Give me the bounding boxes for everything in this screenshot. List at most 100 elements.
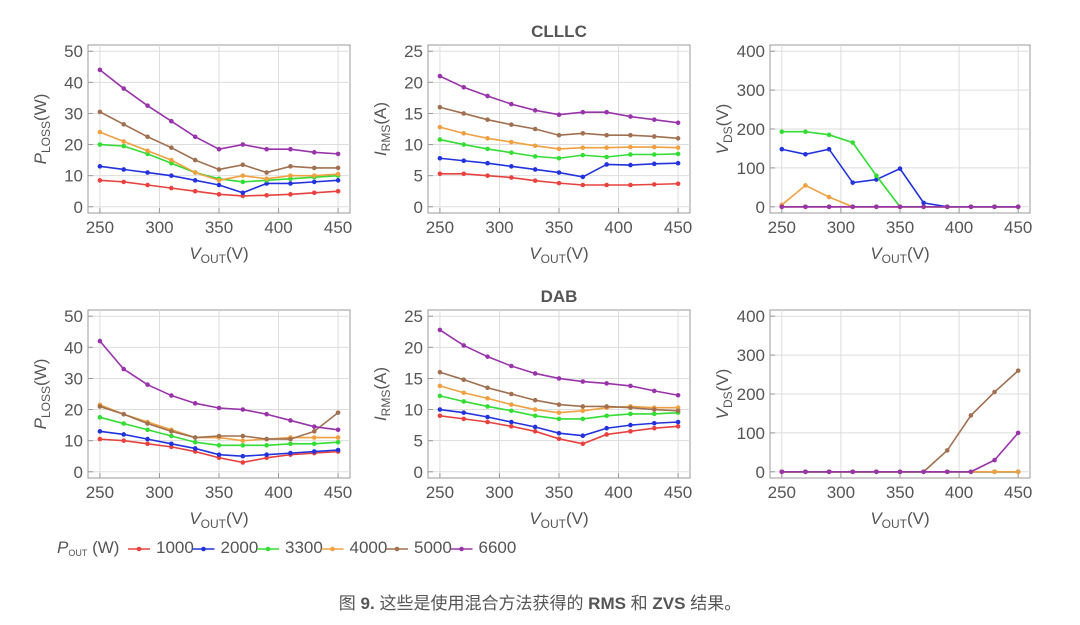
data-point — [437, 171, 443, 177]
x-tick-label: 450 — [664, 218, 692, 237]
caption: 图 9. 这些是使用混合方法获得的 RMS 和 ZVS 结果。 — [339, 593, 741, 613]
y-tick-label: 5 — [414, 432, 423, 451]
data-point — [461, 131, 467, 136]
y-tick-label: 5 — [414, 167, 423, 186]
data-point — [604, 404, 609, 409]
data-point — [1015, 469, 1021, 475]
y-axis-label-unit: (V) — [713, 369, 732, 392]
y-axis-label: PLOSS(W) — [31, 359, 53, 430]
data-point — [216, 452, 222, 457]
x-axis-label-main: V — [529, 244, 542, 263]
data-point — [628, 182, 633, 188]
data-point — [437, 413, 443, 419]
legend-label: 1000 — [156, 538, 194, 557]
x-tick-label: 400 — [264, 218, 292, 237]
legend-dot — [201, 546, 206, 552]
data-point — [437, 104, 443, 110]
x-tick-label: 400 — [945, 218, 973, 237]
data-point — [216, 182, 222, 188]
y-tick-label: 25 — [404, 42, 423, 61]
data-point — [675, 424, 681, 429]
data-point — [240, 179, 246, 185]
x-tick-label: 350 — [545, 218, 573, 237]
caption-part: 结果。 — [685, 594, 741, 613]
x-tick-label: 450 — [664, 483, 692, 502]
data-point — [556, 155, 562, 161]
data-point — [485, 160, 490, 166]
data-point — [651, 152, 657, 157]
y-axis-label-sub: LOSS — [39, 386, 53, 418]
y-axis-label-unit: (A) — [371, 102, 390, 125]
data-point — [311, 179, 317, 185]
y-axis-label-main: I — [371, 151, 390, 156]
data-point — [437, 327, 443, 333]
data-point — [779, 129, 785, 135]
x-tick-label: 350 — [205, 218, 233, 237]
x-axis-label-unit: (V) — [226, 509, 249, 528]
data-point — [580, 152, 586, 158]
data-point — [311, 424, 317, 429]
data-point — [121, 432, 127, 437]
x-axis-label-unit: (V) — [226, 244, 249, 263]
data-point — [651, 411, 657, 417]
data-point — [97, 415, 103, 420]
y-tick-label: 200 — [737, 385, 765, 404]
x-axis-label: VOUT(V) — [529, 509, 588, 531]
data-point — [240, 142, 246, 147]
data-point — [509, 424, 514, 429]
data-point — [145, 148, 150, 154]
x-axis-label-sub: OUT — [541, 252, 567, 266]
data-point — [509, 391, 514, 397]
data-point — [580, 174, 586, 180]
y-tick-label: 40 — [64, 338, 83, 357]
data-point — [580, 404, 586, 409]
data-point — [651, 420, 657, 426]
data-point — [121, 421, 127, 426]
data-point — [335, 171, 341, 177]
y-axis-label: VDS(V) — [713, 369, 735, 420]
data-point — [97, 164, 103, 169]
data-point — [628, 162, 633, 168]
data-point — [897, 469, 903, 475]
data-point — [532, 397, 538, 403]
data-point — [216, 192, 222, 197]
y-axis-label-sub: RMS — [379, 390, 393, 417]
x-tick-label: 300 — [145, 483, 173, 502]
data-point — [628, 114, 633, 119]
data-point — [580, 182, 586, 188]
data-point — [532, 429, 538, 434]
data-point — [509, 139, 514, 145]
data-point — [335, 447, 341, 453]
y-tick-label: 0 — [74, 463, 83, 482]
data-point — [216, 167, 222, 172]
data-point — [675, 181, 681, 187]
y-axis-label-unit: (W) — [31, 94, 50, 121]
data-point — [675, 392, 681, 398]
data-point — [826, 194, 832, 200]
x-axis-label-sub: OUT — [882, 517, 908, 531]
data-point — [335, 188, 341, 194]
data-point — [192, 178, 198, 183]
data-point — [192, 439, 198, 445]
x-tick-label: 250 — [426, 483, 454, 502]
data-point — [532, 108, 538, 113]
data-point — [532, 424, 538, 430]
data-point — [580, 441, 586, 447]
data-point — [264, 170, 269, 175]
data-point — [335, 427, 341, 433]
data-point — [556, 112, 562, 117]
data-point — [121, 438, 127, 443]
x-tick-label: 400 — [945, 483, 973, 502]
y-axis-label-main: V — [713, 406, 732, 419]
y-tick-label: 25 — [404, 307, 423, 326]
data-point — [288, 450, 293, 456]
data-point — [169, 393, 174, 398]
data-point — [335, 410, 341, 415]
data-point — [826, 469, 832, 475]
y-tick-label: 400 — [737, 42, 765, 61]
x-tick-label: 250 — [768, 218, 796, 237]
data-point — [509, 122, 514, 127]
data-point — [145, 382, 150, 387]
data-point — [874, 469, 879, 475]
data-point — [675, 160, 681, 166]
